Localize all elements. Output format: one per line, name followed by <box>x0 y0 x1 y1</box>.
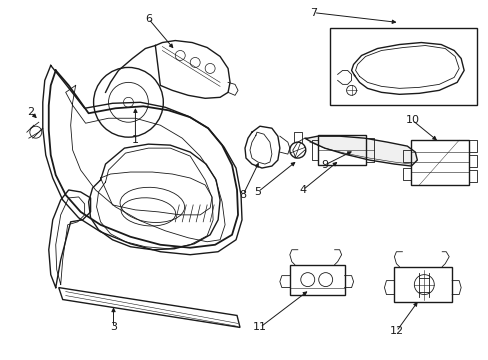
Bar <box>410 140 468 185</box>
Text: 6: 6 <box>144 14 152 24</box>
Bar <box>394 267 451 302</box>
Text: 9: 9 <box>321 160 327 170</box>
Text: 1: 1 <box>132 135 139 145</box>
Polygon shape <box>59 288 240 328</box>
Bar <box>289 265 344 294</box>
Polygon shape <box>304 136 416 166</box>
Text: 12: 12 <box>388 327 403 336</box>
Text: 3: 3 <box>110 323 117 332</box>
Text: 10: 10 <box>405 115 419 125</box>
Text: 11: 11 <box>252 323 266 332</box>
Bar <box>329 28 476 105</box>
Text: 2: 2 <box>27 107 34 117</box>
Text: 4: 4 <box>299 185 305 195</box>
Text: 5: 5 <box>254 187 261 197</box>
Bar <box>317 135 365 165</box>
Text: 8: 8 <box>239 190 246 200</box>
Text: 7: 7 <box>309 8 317 18</box>
